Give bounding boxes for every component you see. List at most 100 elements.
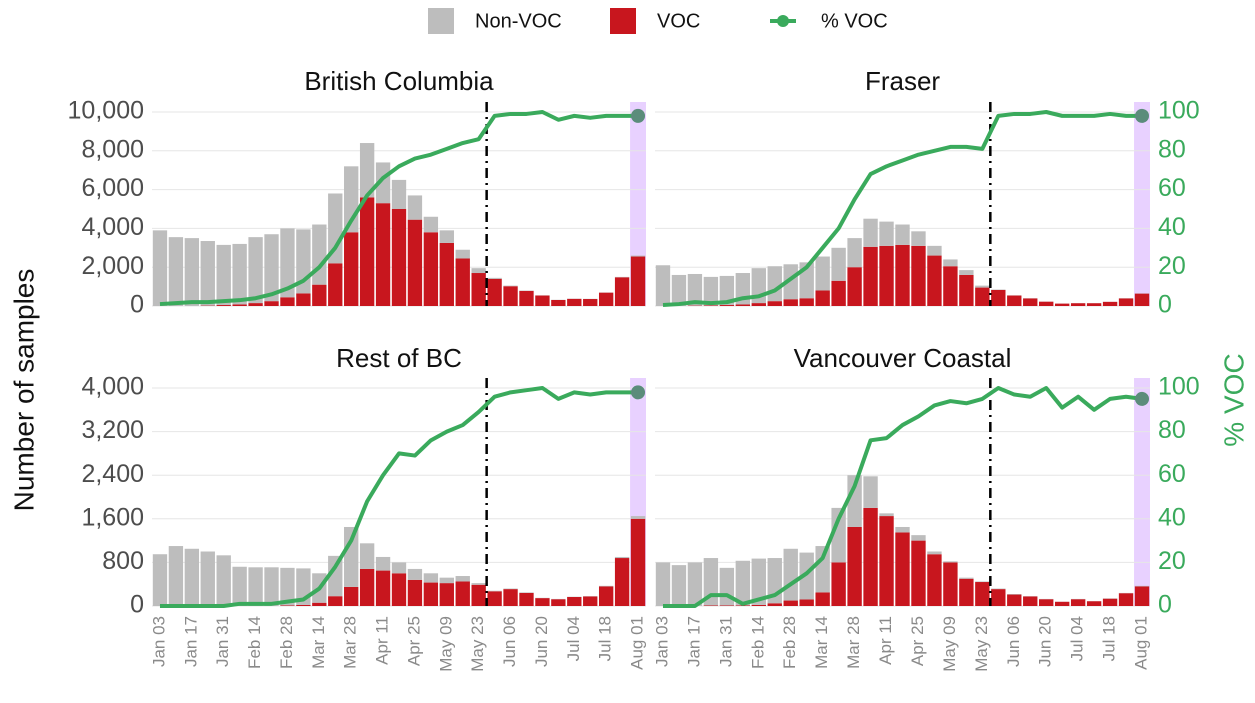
bar-voc <box>280 297 294 306</box>
bar-voc <box>1023 298 1037 306</box>
bar-voc <box>296 293 310 306</box>
bar-non-voc <box>784 549 798 601</box>
bar-voc <box>1023 596 1037 606</box>
bar-non-voc <box>847 238 861 267</box>
y-tick-label: 3,200 <box>81 416 144 444</box>
bar-non-voc <box>201 552 215 607</box>
bar-voc <box>1071 599 1085 606</box>
legend-label: VOC <box>657 10 700 32</box>
bar-voc <box>599 293 613 306</box>
bar-non-voc <box>863 219 877 247</box>
bar-non-voc <box>408 569 422 580</box>
bar-non-voc <box>672 275 686 306</box>
bar-non-voc <box>1007 594 1021 595</box>
bar-voc <box>831 562 845 606</box>
x-tick-label: Apr 25 <box>908 616 927 666</box>
y-tick-label: 2,400 <box>81 460 144 488</box>
bar-voc <box>800 298 814 306</box>
bar-voc <box>1135 294 1149 306</box>
y2-tick-label: 60 <box>1158 174 1186 202</box>
x-tick-label: Mar 28 <box>341 616 360 669</box>
bar-non-voc <box>631 256 645 257</box>
bar-non-voc <box>360 543 374 569</box>
y2-tick-label: 0 <box>1158 291 1172 319</box>
last-point <box>1135 392 1149 406</box>
bar-non-voc <box>927 246 941 256</box>
y2-tick-label: 100 <box>1158 97 1200 125</box>
x-tick-label: Apr 25 <box>404 616 423 666</box>
bar-voc <box>487 279 501 306</box>
x-tick-label: Apr 11 <box>876 616 895 665</box>
bar-voc <box>863 247 877 306</box>
bar-voc <box>232 304 246 306</box>
bar-non-voc <box>169 237 183 306</box>
bar-non-voc <box>895 527 909 532</box>
bar-voc <box>217 305 231 306</box>
bar-voc <box>752 303 766 306</box>
y-tick-label: 10,000 <box>68 97 144 125</box>
bar-non-voc <box>672 565 686 606</box>
x-tick-label: Jul 18 <box>1100 616 1119 661</box>
bar-voc <box>535 296 549 306</box>
bar-voc <box>392 573 406 606</box>
bar-non-voc <box>768 266 782 301</box>
bar-voc <box>440 243 454 306</box>
bar-voc <box>551 599 565 606</box>
bar-voc <box>800 599 814 606</box>
bar-non-voc <box>959 270 973 275</box>
bar-non-voc <box>440 578 454 583</box>
last-point <box>1135 109 1149 123</box>
bar-voc <box>863 508 877 606</box>
y-tick-label: 0 <box>130 591 144 619</box>
bar-voc <box>344 587 358 606</box>
bar-voc <box>752 605 766 606</box>
bar-non-voc <box>911 535 925 540</box>
bar-voc <box>487 591 501 606</box>
bar-voc <box>927 256 941 306</box>
x-tick-label: Jun 20 <box>532 616 551 667</box>
x-tick-label: Jan 03 <box>652 616 671 667</box>
bar-non-voc <box>879 222 893 246</box>
panel-title: Fraser <box>865 66 940 96</box>
bar-voc <box>1071 303 1085 306</box>
bar-non-voc <box>456 576 470 581</box>
bar-non-voc <box>895 225 909 245</box>
bar-non-voc <box>631 516 645 519</box>
bar-voc <box>1103 302 1117 306</box>
bar-voc <box>503 589 517 606</box>
bar-voc <box>392 209 406 306</box>
bar-voc <box>472 585 486 606</box>
bar-voc <box>959 579 973 606</box>
bar-non-voc <box>863 476 877 508</box>
x-tick-label: May 23 <box>972 616 991 672</box>
bar-voc <box>1039 599 1053 606</box>
x-tick-label: Feb 28 <box>277 616 296 669</box>
bar-non-voc <box>503 589 517 590</box>
bar-voc <box>519 291 533 306</box>
bar-non-voc <box>264 567 278 606</box>
bar-voc <box>615 558 629 606</box>
bar-non-voc <box>815 257 829 291</box>
legend-dot <box>777 15 789 27</box>
bar-non-voc <box>392 180 406 209</box>
x-tick-label: Feb 14 <box>748 616 767 669</box>
bar-voc <box>975 288 989 306</box>
x-tick-label: Jan 17 <box>181 616 200 667</box>
y2-tick-label: 60 <box>1158 460 1186 488</box>
bar-non-voc <box>248 567 262 606</box>
bar-voc <box>879 246 893 306</box>
bar-non-voc <box>217 555 231 606</box>
bar-voc <box>768 301 782 306</box>
bar-non-voc <box>456 250 470 259</box>
x-tick-label: Jan 17 <box>684 616 703 667</box>
bar-voc <box>991 290 1005 306</box>
bar-voc <box>599 586 613 606</box>
bar-non-voc <box>911 231 925 246</box>
bar-voc <box>296 605 310 606</box>
y-tick-label: 2,000 <box>81 252 144 280</box>
bar-voc <box>943 562 957 606</box>
bar-voc <box>847 267 861 306</box>
bar-voc <box>1119 593 1133 606</box>
y-tick-label: 8,000 <box>81 135 144 163</box>
bar-voc <box>456 258 470 306</box>
